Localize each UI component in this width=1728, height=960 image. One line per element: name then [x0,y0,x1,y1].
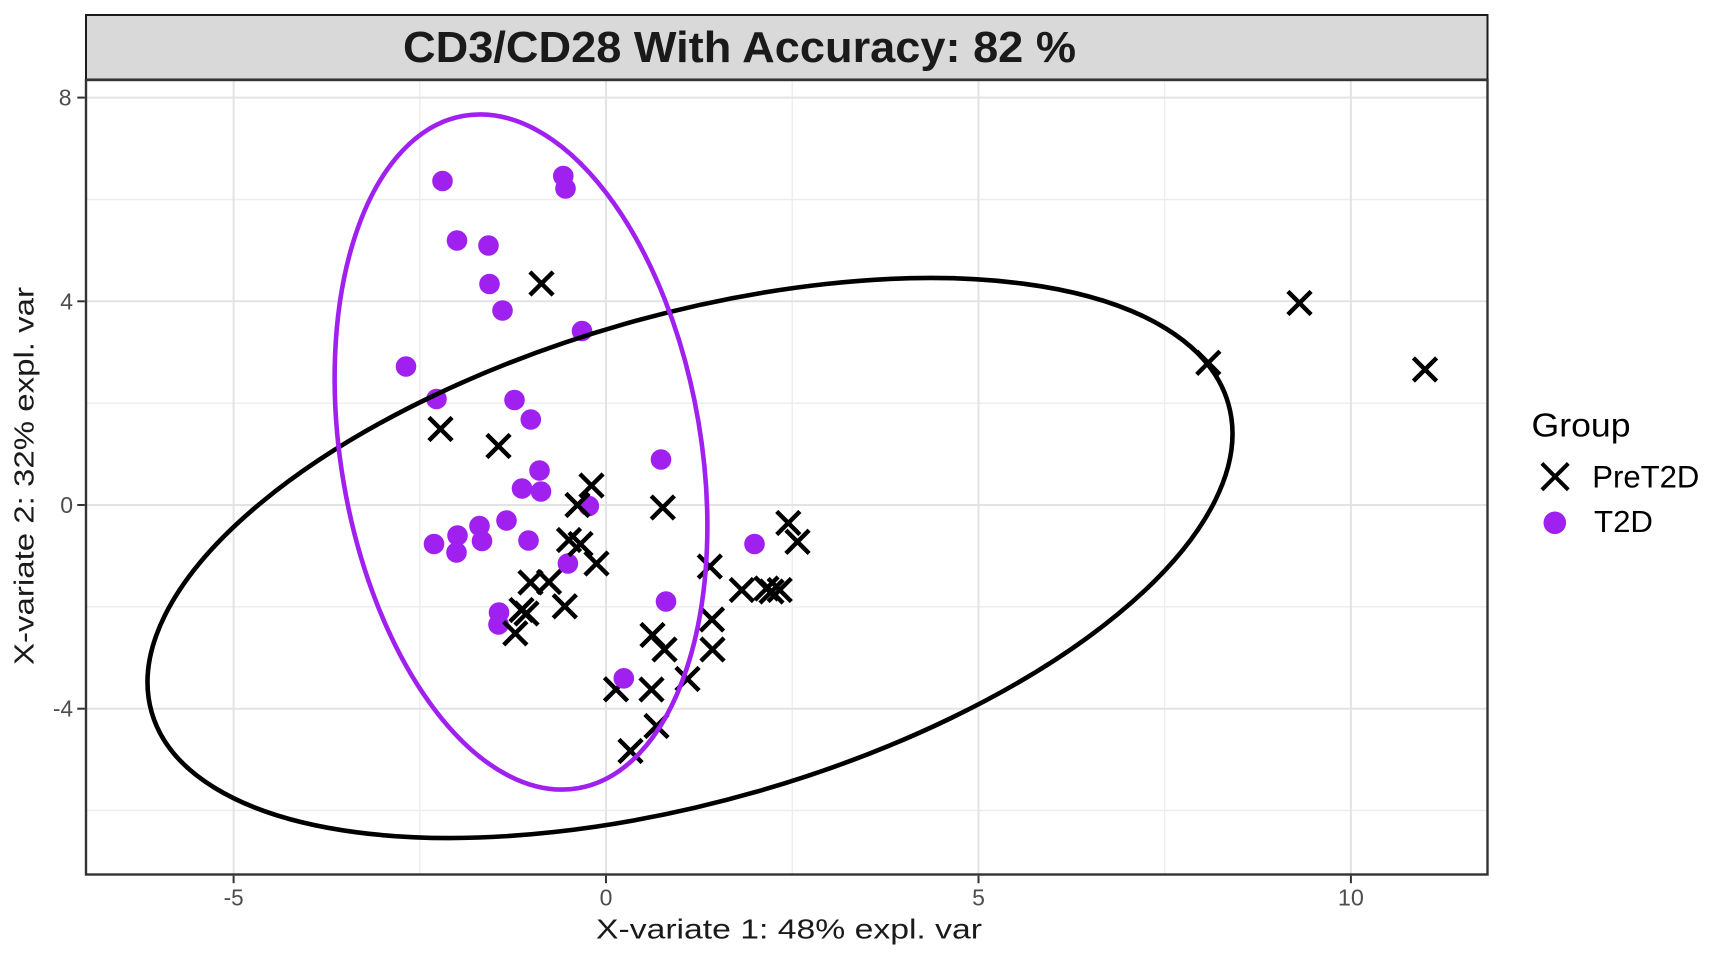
svg-text:T2D: T2D [1594,504,1653,539]
svg-text:-5: -5 [224,885,244,911]
svg-text:X-variate 2: 32% expl. var: X-variate 2: 32% expl. var [9,287,40,665]
svg-text:PreT2D: PreT2D [1592,459,1699,495]
svg-text:0: 0 [600,885,613,911]
svg-text:-4: -4 [53,696,73,722]
svg-text:0: 0 [60,492,73,518]
svg-text:5: 5 [972,885,985,911]
svg-text:4: 4 [60,288,73,314]
svg-text:CD3/CD28 With Accuracy: 82 %: CD3/CD28 With Accuracy: 82 % [403,23,1076,72]
svg-text:Group: Group [1532,407,1631,444]
svg-text:X-variate 1: 48% expl. var: X-variate 1: 48% expl. var [596,914,982,945]
svg-text:10: 10 [1338,885,1364,911]
svg-text:8: 8 [59,85,72,111]
